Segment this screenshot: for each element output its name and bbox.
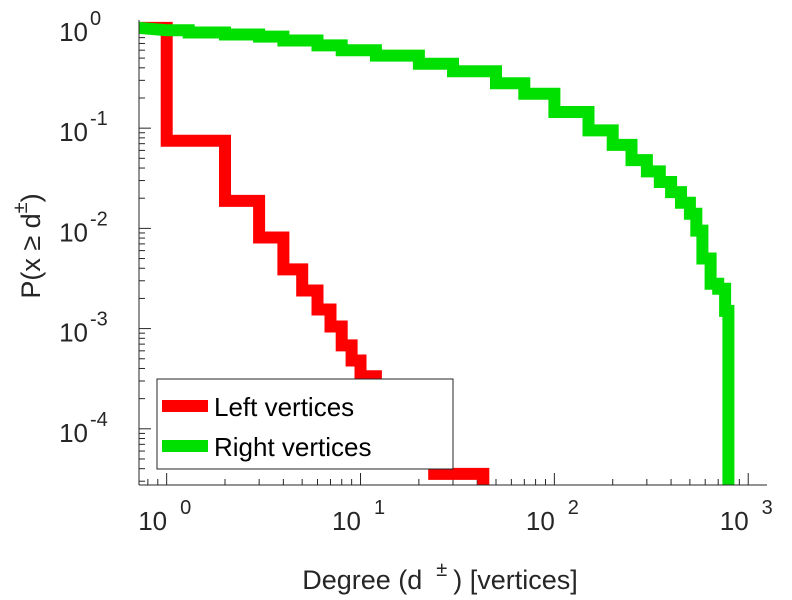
y-tick-label: 10 [59, 318, 88, 348]
y-tick-label: 10 [59, 17, 88, 47]
series-line-right-vertices [138, 21, 735, 485]
y-tick-label: 10 [59, 418, 88, 448]
x-axis-title: Degree (d ± ) [vertices] [302, 559, 578, 595]
x-tick-label: 10 [332, 506, 361, 536]
x-tick-label-exponent: 1 [374, 497, 385, 519]
y-tick-label-exponent: -1 [90, 108, 108, 130]
x-axis-title-main: Degree (d [302, 565, 422, 595]
x-axis-title-tail: ) [vertices] [453, 565, 578, 595]
legend-box [156, 378, 454, 470]
y-tick-label: 10 [59, 217, 88, 247]
axes-ticks [139, 27, 749, 485]
legend-label-right-vertices: Right vertices [214, 432, 372, 462]
y-axis-title-sup: ± [10, 202, 32, 213]
y-tick-label: 10 [59, 117, 88, 147]
y-axis-title-tail: ) [16, 193, 46, 202]
x-tick-label: 10 [138, 506, 167, 536]
y-tick-label-exponent: -3 [90, 309, 108, 331]
x-tick-label-exponent: 3 [762, 497, 773, 519]
y-tick-label-exponent: -4 [90, 409, 108, 431]
axes-lines [138, 20, 767, 486]
legend-label-left-vertices: Left vertices [214, 392, 354, 422]
y-tick-label-exponent: 0 [90, 8, 101, 30]
y-axis-title-main: P(x ≥ d [16, 213, 46, 298]
y-tick-label-exponent: -2 [90, 208, 108, 230]
x-tick-label-exponent: 2 [568, 497, 579, 519]
legend: Left vertices Right vertices [156, 378, 454, 470]
tick-labels: 10 0 10 1 10 2 10 310 010 -110 -210 -310 -4 [59, 8, 773, 536]
x-tick-label: 10 [526, 506, 555, 536]
x-tick-label: 10 [720, 506, 749, 536]
y-axis-title: P(x ≥ d±) [10, 193, 46, 298]
x-tick-label-exponent: 0 [180, 497, 191, 519]
x-axis-title-sup: ± [436, 559, 447, 581]
